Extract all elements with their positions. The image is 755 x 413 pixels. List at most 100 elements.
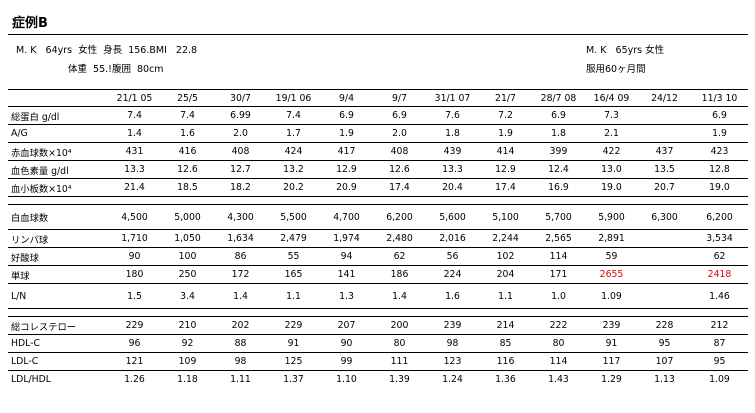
table-cell: 95 [638,335,691,353]
table-cell: 94 [320,248,373,266]
table-cell: 109 [161,353,214,371]
table-cell: 2,565 [532,230,585,248]
table-cell: 1.09 [691,371,748,389]
table-row: リンパ球 1,710 1,050 1,634 2,479 1,974 2,480 2,016 2… [8,230,748,248]
table-cell: 5,500 [267,205,320,230]
table-cell: 114 [532,353,585,371]
table-cell: 62 [691,248,748,266]
table-cell: 102 [479,248,532,266]
table-cell: 1.6 [426,284,479,309]
table-cell: 439 [426,143,479,161]
table-cell: 121 [108,353,161,371]
table-cell: 1,050 [161,230,214,248]
table-cell: 12.4 [532,161,585,179]
table-cell: 202 [214,317,267,335]
table-row: 好酸球 90 100 86 55 94 62 56 102 114 59 62 [8,248,748,266]
table-cell: 7.2 [479,107,532,125]
spacer-cell [8,309,748,317]
table-cell: 20.9 [320,179,373,197]
table-cell: 6.99 [214,107,267,125]
table-cell: 20.2 [267,179,320,197]
table-cell: 1.18 [161,371,214,389]
table-cell: 16.9 [532,179,585,197]
spacer-row [8,309,748,317]
table-cell: 86 [214,248,267,266]
column-date-header: 19/1 06 [267,90,320,107]
table-header-row: 21/1 05 25/5 30/7 19/1 06 9/4 9/7 31/1 07 21/7 2… [8,90,748,107]
table-cell: 123 [426,353,479,371]
table-cell: 98 [214,353,267,371]
table-cell: 1,974 [320,230,373,248]
column-date-header: 25/5 [161,90,214,107]
table-cell: 12.9 [320,161,373,179]
table-cell: 88 [214,335,267,353]
table-cell: 214 [479,317,532,335]
table-cell: 6.9 [373,107,426,125]
table-row: LDL/HDL 1.26 1.18 1.11 1.37 1.10 1.39 1.24 1.36 1… [8,371,748,389]
table-cell: 55 [267,248,320,266]
table-cell: 18.5 [161,179,214,197]
table-cell: 5,000 [161,205,214,230]
row-label: 単球 [8,266,108,284]
table-cell: 114 [532,248,585,266]
table-cell: 1.0 [532,284,585,309]
spacer-cell [8,197,748,205]
row-label: L/N [8,284,108,309]
table-cell: 111 [373,353,426,371]
table-cell: 17.4 [479,179,532,197]
table-cell: 204 [479,266,532,284]
table-cell: 2418 [691,266,748,284]
table-cell: 12.8 [691,161,748,179]
row-label: LDL-C [8,353,108,371]
column-date-header: 11/3 10 [691,90,748,107]
row-label: 血小板数×10⁴ [8,179,108,197]
table-cell [638,248,691,266]
table-cell: 13.3 [426,161,479,179]
table-cell: 19.0 [585,179,638,197]
row-label: 血色素量 g/dl [8,161,108,179]
table-cell: 1.9 [320,125,373,143]
patient-info-left-line1: M. K 64yrs 女性 身長 156.BMI 22.8 [16,42,197,56]
table-cell: 87 [691,335,748,353]
table-cell: 1.4 [373,284,426,309]
table-cell: 250 [161,266,214,284]
table-row: HDL-C 96 92 88 91 90 80 98 85 80 91 95 87 [8,335,748,353]
table-cell: 5,900 [585,205,638,230]
column-date-header: 31/1 07 [426,90,479,107]
table-row: 総コレステロー 229 210 202 229 207 200 239 214 222 239 228… [8,317,748,335]
row-label: 総コレステロー [8,317,108,335]
table-cell: 172 [214,266,267,284]
table-cell: 6.9 [691,107,748,125]
table-cell: 1.46 [691,284,748,309]
table-cell: 1.3 [320,284,373,309]
table-cell: 222 [532,317,585,335]
table-cell: 4,700 [320,205,373,230]
table-cell: 12.6 [373,161,426,179]
table-cell: 200 [373,317,426,335]
table-cell: 21.4 [108,179,161,197]
title-divider [8,34,748,35]
table-cell: 1,634 [214,230,267,248]
table-cell: 13.0 [585,161,638,179]
table-cell: 100 [161,248,214,266]
table-cell: 107 [638,353,691,371]
table-cell: 4,500 [108,205,161,230]
table-cell: 5,600 [426,205,479,230]
table-cell: 12.9 [479,161,532,179]
table-cell: 1.7 [267,125,320,143]
table-cell: 408 [373,143,426,161]
table-cell: 207 [320,317,373,335]
table-cell: 212 [691,317,748,335]
column-date-header: 21/1 05 [108,90,161,107]
patient-info-right-line1: M. K 65yrs 女性 [586,42,664,56]
row-label: LDL/HDL [8,371,108,389]
table-cell: 1,710 [108,230,161,248]
row-label: 総蛋白 g/dl [8,107,108,125]
table-row: A/G 1.4 1.6 2.0 1.7 1.9 2.0 1.8 1.9 1.8 2.1 1.9 [8,125,748,143]
table-cell: 408 [214,143,267,161]
table-cell: 56 [426,248,479,266]
table-cell: 1.4 [214,284,267,309]
table-cell: 90 [320,335,373,353]
lab-results-table: 21/1 05 25/5 30/7 19/1 06 9/4 9/7 31/1 07 21/7 2… [8,89,748,388]
table-row: LDL-C 121 109 98 125 99 111 123 116 114 117 107 95 [8,353,748,371]
